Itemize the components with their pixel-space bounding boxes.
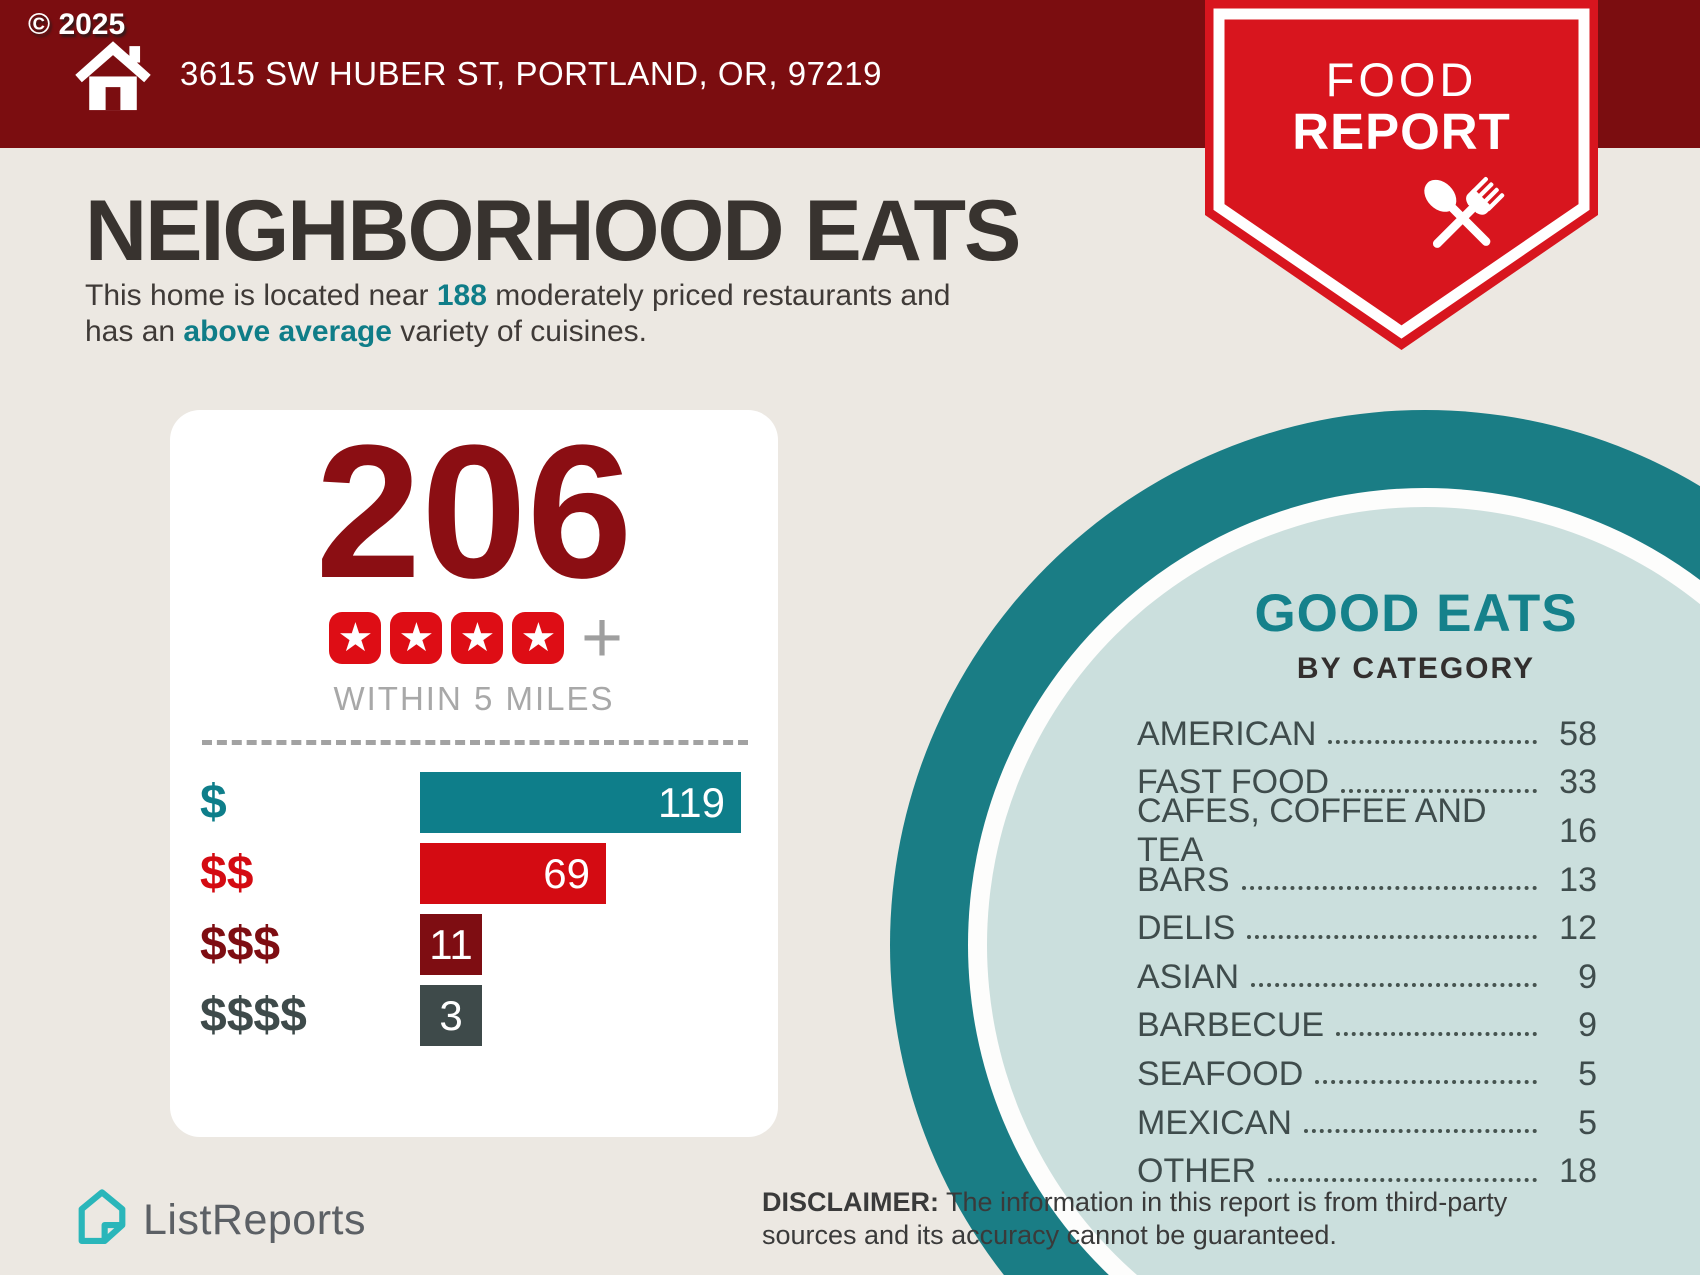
disclaimer: DISCLAIMER: The information in this repo…	[762, 1186, 1562, 1252]
category-label: SEAFOOD	[1137, 1054, 1304, 1093]
bar: 3	[420, 985, 482, 1046]
category-value: 16	[1559, 811, 1597, 850]
property-address: 3615 SW HUBER ST, PORTLAND, OR, 97219	[180, 55, 882, 92]
restaurant-count-highlight: 188	[436, 279, 487, 312]
page-title: NEIGHBORHOOD EATS	[85, 183, 1021, 279]
bar-label: $$	[200, 847, 254, 900]
restaurant-total-count: 206	[315, 406, 633, 618]
star-icon: ★	[451, 612, 504, 664]
bar-value: 11	[429, 920, 473, 968]
star-rating-row: ★ ★ ★ ★ +	[170, 598, 778, 678]
good-eats-subtitle: BY CATEGORY	[1296, 652, 1536, 685]
category-label: ASIAN	[1137, 957, 1240, 996]
category-row: MEXICAN 5	[1137, 1099, 1597, 1148]
good-eats-circle	[890, 410, 1700, 1275]
dotted-leader	[1241, 886, 1537, 891]
dotted-leader	[1247, 934, 1537, 939]
price-tier-bar-chart: $ 119 $$ 69 $$$ 11 $$$$ 3	[170, 772, 778, 1056]
dotted-leader	[1315, 1080, 1537, 1085]
bar-value: 69	[543, 849, 590, 897]
category-value: 18	[1559, 1152, 1597, 1191]
category-value: 9	[1578, 1006, 1597, 1045]
restaurant-stats-card: 206 ★ ★ ★ ★ + WITHIN 5 MILES $ 119 $$ 69 $$…	[170, 410, 778, 1137]
ribbon-title-line2: REPORT	[1292, 103, 1511, 160]
bar: 119	[420, 772, 741, 833]
variety-highlight: above average	[183, 315, 392, 348]
category-row: FAST FOOD 33	[1137, 759, 1597, 808]
bar-label: $$$$	[200, 989, 307, 1042]
category-row: CAFES, COFFEE AND TEA 16	[1137, 792, 1597, 869]
category-row: DELIS 12	[1137, 904, 1597, 953]
category-label: AMERICAN	[1137, 714, 1317, 753]
category-row: OTHER 18	[1137, 1147, 1597, 1196]
brand-name: ListReports	[143, 1196, 366, 1244]
star-badges: ★ ★ ★ ★	[325, 612, 569, 664]
dotted-leader	[1336, 1031, 1537, 1036]
house-page-icon	[75, 1188, 129, 1253]
good-eats-heading: GOOD EATS BY CATEGORY	[1235, 583, 1597, 686]
plus-icon: +	[580, 598, 624, 678]
star-icon: ★	[512, 612, 565, 664]
star-icon: ★	[329, 612, 382, 664]
ribbon-title-line1: FOOD	[1325, 53, 1478, 106]
category-label: BARBECUE	[1137, 1006, 1325, 1045]
bar-label: $	[200, 776, 227, 829]
category-row: BARBECUE 9	[1137, 1002, 1597, 1051]
dashed-divider	[202, 740, 748, 745]
category-label: MEXICAN	[1137, 1103, 1292, 1142]
category-value: 13	[1559, 860, 1597, 899]
category-label: BARS	[1137, 860, 1230, 899]
star-icon: ★	[390, 612, 443, 664]
food-report-ribbon: FOOD REPORT	[1205, 0, 1598, 352]
intro-line-2: has an above average variety of cuisines…	[85, 315, 647, 348]
dotted-leader	[1341, 788, 1537, 793]
bar-row-price-2: $$ 69	[170, 843, 778, 904]
category-value: 12	[1559, 909, 1597, 948]
disclaimer-label: DISCLAIMER:	[762, 1187, 939, 1217]
category-label: FAST FOOD	[1137, 763, 1330, 802]
bar: 11	[420, 914, 482, 975]
bar-row-price-1: $ 119	[170, 772, 778, 833]
category-row: ASIAN 9	[1137, 953, 1597, 1002]
category-row: AMERICAN 58	[1137, 710, 1597, 759]
bar-value: 3	[439, 991, 463, 1039]
category-value: 5	[1578, 1103, 1597, 1142]
category-label: DELIS	[1137, 909, 1236, 948]
bar: 69	[420, 843, 606, 904]
category-label: CAFES, COFFEE AND TEA	[1137, 792, 1487, 870]
radius-caption: WITHIN 5 MILES	[333, 680, 615, 717]
bar-value: 119	[658, 778, 725, 826]
category-value: 33	[1559, 763, 1597, 802]
home-icon	[72, 32, 154, 116]
category-label: OTHER	[1137, 1152, 1256, 1191]
category-value: 58	[1559, 714, 1597, 753]
disclaimer-text: The information in this report is from t…	[762, 1187, 1508, 1250]
dotted-leader	[1328, 740, 1537, 745]
category-list: AMERICAN 58 FAST FOOD 33 CAFES, COFFEE AND…	[1137, 710, 1597, 1196]
dotted-leader	[1268, 1177, 1537, 1182]
intro-paragraph: This home is located near 188 moderately…	[85, 278, 951, 350]
bar-label: $$$	[200, 918, 281, 971]
dotted-leader	[1251, 983, 1537, 988]
category-value: 9	[1578, 957, 1597, 996]
intro-line-1: This home is located near 188 moderately…	[85, 279, 951, 312]
category-value: 5	[1578, 1054, 1597, 1093]
category-row: SEAFOOD 5	[1137, 1050, 1597, 1099]
good-eats-title: GOOD EATS	[1254, 584, 1578, 643]
category-row: BARS 13	[1137, 856, 1597, 905]
dotted-leader	[1303, 1129, 1537, 1134]
copyright-text: © 2025	[28, 8, 126, 41]
bar-row-price-3: $$$ 11	[170, 914, 778, 975]
listreports-logo: ListReports	[75, 1188, 366, 1253]
bar-row-price-4: $$$$ 3	[170, 985, 778, 1046]
